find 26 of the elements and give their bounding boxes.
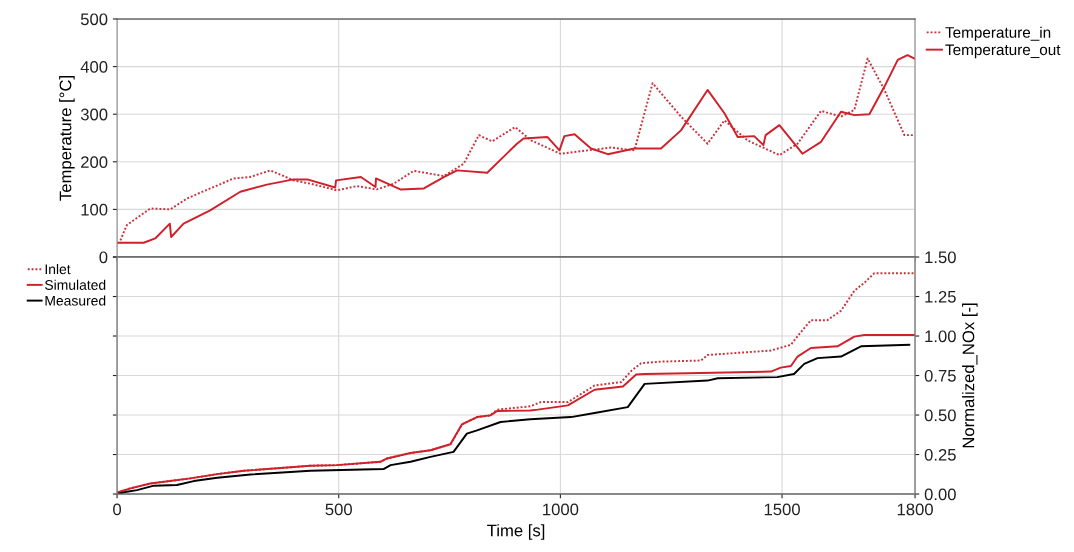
x-axis-title: Time [s] — [487, 524, 545, 540]
legend-label: Inlet — [45, 263, 71, 275]
legend-label: Temperature_in — [945, 26, 1051, 41]
y-tick-label: 500 — [80, 13, 108, 26]
y2-tick-label: 0.25 — [924, 448, 956, 461]
y2-tick-label: 1.50 — [925, 251, 956, 264]
y-tick-label: 200 — [81, 156, 108, 169]
x-tick-label: 1500 — [764, 503, 800, 516]
y2-tick-label: 1.00 — [925, 330, 956, 343]
legend-label: Measured — [45, 295, 106, 306]
y2-tick-label: 0.75 — [924, 369, 956, 382]
x-tick-label: 1000 — [543, 503, 579, 516]
x-tick-label: 500 — [325, 503, 352, 516]
y2-tick-label: 0.00 — [924, 488, 956, 501]
y-tick-label: 100 — [81, 203, 108, 216]
y-tick-label: 0 — [99, 251, 108, 264]
y2-tick-label: 0.50 — [924, 409, 956, 422]
y-tick-label: 300 — [80, 108, 108, 121]
legend-label: Temperature_out — [945, 44, 1061, 59]
legend-label: Simulated — [45, 279, 106, 290]
y2-axis-title: Normalized_NOx [-] — [962, 303, 978, 448]
x-tick-label: 1800 — [897, 503, 933, 516]
y-tick-label: 400 — [80, 60, 108, 73]
y2-tick-label: 1.25 — [925, 290, 956, 303]
x-tick-label: 0 — [113, 503, 122, 516]
y-axis-title: Temperature [°C] — [59, 76, 75, 201]
